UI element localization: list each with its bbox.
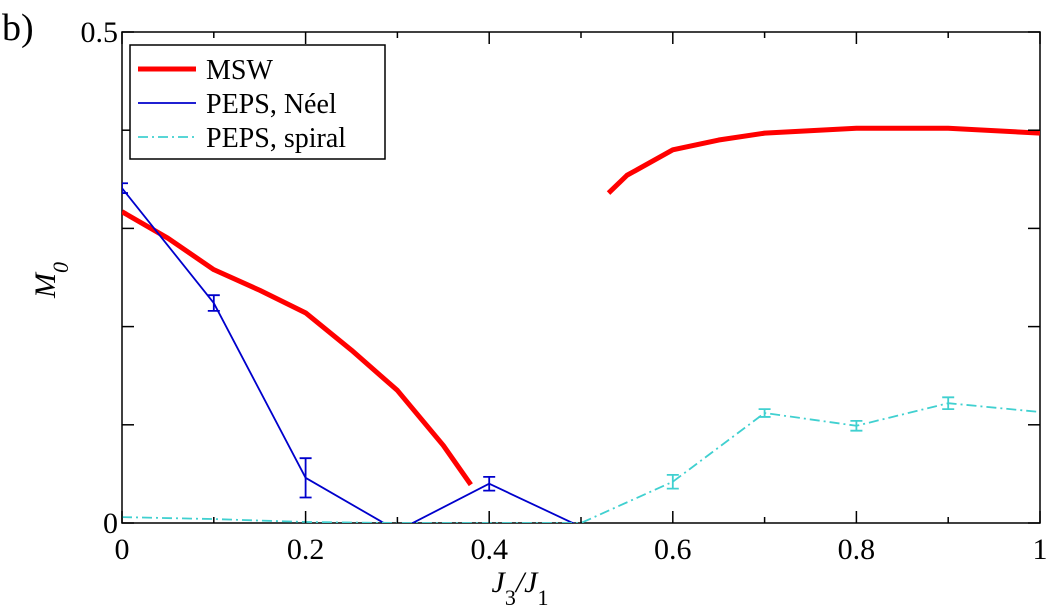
series-line <box>122 187 575 523</box>
error-bar <box>483 475 496 492</box>
y-label-part: 0 <box>48 262 73 273</box>
y-tick-label: 0.5 <box>81 16 119 49</box>
error-bar <box>942 396 955 410</box>
x-label-part: 1 <box>537 585 548 610</box>
panel-label: b) <box>2 7 34 49</box>
x-axis-label: J3/J1 <box>492 566 549 610</box>
x-label-part: /J <box>514 566 539 599</box>
x-tick-label: 0.8 <box>838 533 876 566</box>
x-tick-label: 0.2 <box>287 533 325 566</box>
error-bar <box>758 408 771 418</box>
error-bar <box>207 294 220 312</box>
x-tick-label: 0.6 <box>654 533 692 566</box>
legend-label: PEPS, Néel <box>206 89 337 120</box>
error-bar <box>666 473 679 490</box>
x-tick-label: 1 <box>1033 533 1048 566</box>
plot-area <box>122 125 1040 523</box>
series-line <box>122 125 1040 487</box>
error-bar <box>122 182 128 194</box>
legend-box <box>129 44 386 160</box>
x-label-part: 3 <box>505 585 516 610</box>
x-label-part: J <box>492 566 507 599</box>
y-label-part: M <box>29 271 62 299</box>
y-tick-label: 0 <box>103 507 118 540</box>
x-tick-label: 0 <box>115 533 130 566</box>
y-axis-label: M0 <box>29 262 73 299</box>
legend-label: PEPS, spiral <box>206 123 346 154</box>
error-bar <box>850 419 863 432</box>
legend-label: MSW <box>206 55 273 86</box>
series-line <box>122 402 1040 523</box>
x-tick-label: 0.4 <box>470 533 508 566</box>
error-bar <box>299 457 312 499</box>
